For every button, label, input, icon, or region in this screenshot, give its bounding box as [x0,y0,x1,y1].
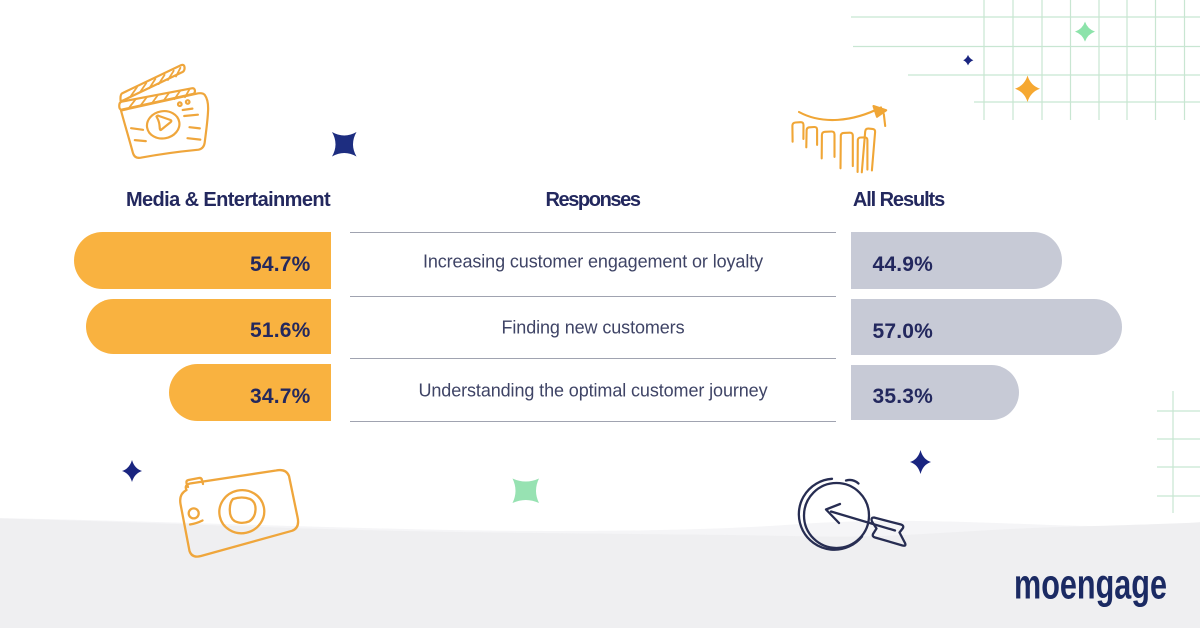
svg-text:moengage: moengage [1014,567,1167,608]
